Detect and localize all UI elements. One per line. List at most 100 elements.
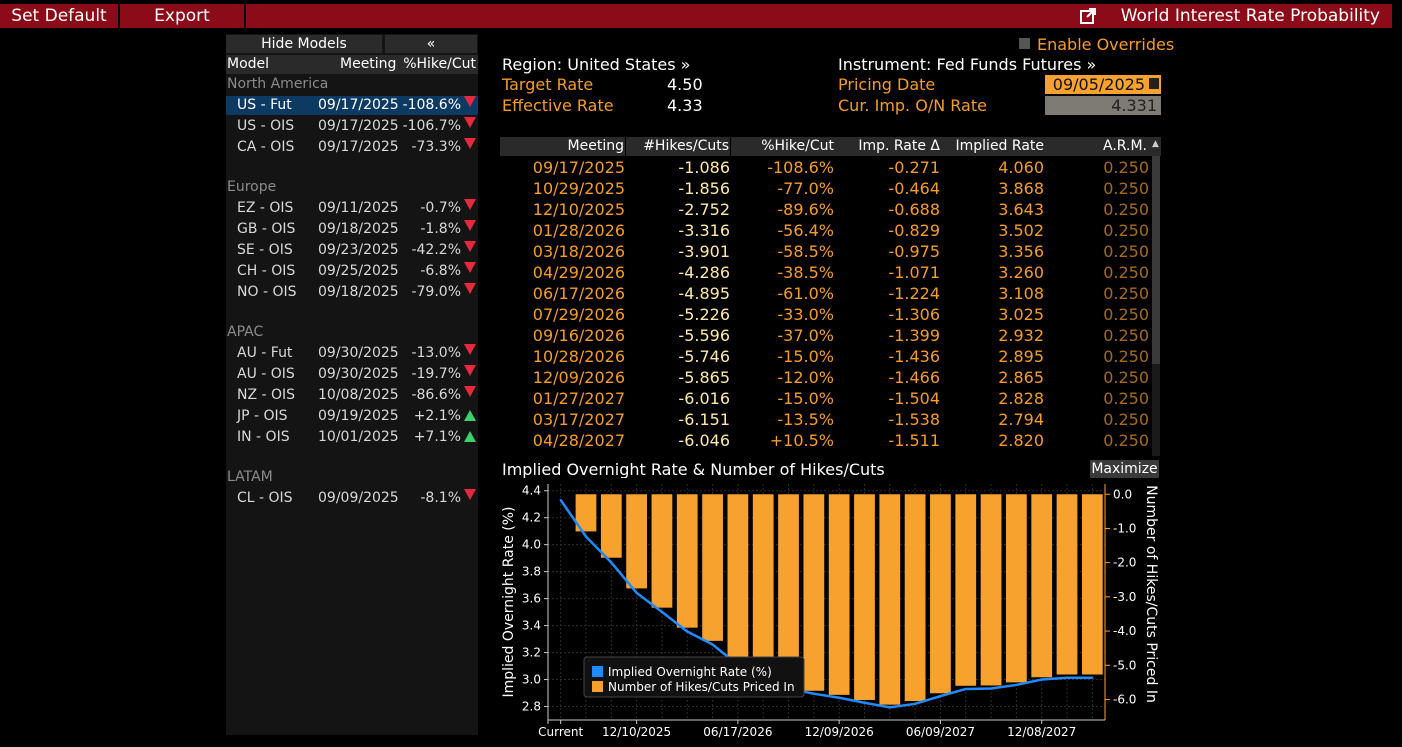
model-pct: +7.1%: [413, 429, 461, 445]
model-row[interactable]: CA - OIS 09/17/2025 -73.3%: [226, 138, 478, 157]
cell-imp-rate-delta: -1.399: [888, 326, 940, 345]
column-header-imp-rate-delta[interactable]: Imp. Rate Δ: [858, 138, 940, 154]
model-name: SE - OIS: [237, 242, 293, 258]
column-header-hikes-cuts[interactable]: #Hikes/Cuts: [643, 138, 729, 154]
table-row[interactable]: 01/28/2026 -3.316 -56.4% -0.829 3.502 0.250: [500, 220, 1152, 241]
enable-overrides-label[interactable]: Enable Overrides: [1037, 35, 1175, 54]
scrollbar-thumb[interactable]: [1152, 156, 1160, 364]
table-row[interactable]: 03/17/2027 -6.151 -13.5% -1.538 2.794 0.250: [500, 409, 1152, 430]
model-row[interactable]: NO - OIS 09/18/2025 -79.0%: [226, 283, 478, 302]
enable-overrides-checkbox[interactable]: [1019, 38, 1030, 49]
cell-imp-rate-delta: -1.538: [888, 410, 940, 429]
rate-point: [888, 706, 891, 709]
model-name: NZ - OIS: [237, 387, 296, 403]
scroll-up-icon[interactable]: ▲: [1152, 139, 1159, 149]
cell-pct-hike-cut: -37.0%: [777, 326, 834, 345]
maximize-button[interactable]: Maximize: [1090, 460, 1159, 478]
model-row[interactable]: US - Fut 09/17/2025 -108.6%: [226, 96, 478, 115]
table-row[interactable]: 12/09/2026 -5.865 -12.0% -1.466 2.865 0.250: [500, 367, 1152, 388]
cell-meeting: 10/28/2026: [532, 347, 625, 366]
table-scrollbar[interactable]: [1152, 156, 1160, 456]
collapse-panel-button[interactable]: «: [385, 35, 477, 53]
cell-meeting: 01/27/2027: [532, 389, 625, 408]
double-chevron-left-icon: «: [426, 36, 436, 52]
model-meeting: 09/30/2025: [318, 366, 399, 382]
column-header-arm[interactable]: A.R.M.: [1103, 138, 1147, 154]
cell-pct-hike-cut: -56.4%: [777, 221, 834, 240]
down-triangle-icon: [464, 220, 476, 231]
bar: [575, 494, 597, 532]
bar: [980, 494, 1002, 686]
cell-pct-hike-cut: -58.5%: [777, 242, 834, 261]
model-meeting: 10/01/2025: [318, 429, 399, 445]
model-row[interactable]: JP - OIS 09/19/2025 +2.1%: [226, 407, 478, 426]
column-header-model[interactable]: Model: [227, 56, 270, 72]
model-row[interactable]: EZ - OIS 09/11/2025 -0.7%: [226, 199, 478, 218]
cell-implied-rate: 3.025: [998, 305, 1044, 324]
rate-point: [863, 701, 866, 704]
down-triangle-icon: [464, 283, 476, 294]
table-row[interactable]: 03/18/2026 -3.901 -58.5% -0.975 3.356 0.250: [500, 241, 1152, 262]
table-row[interactable]: 06/17/2026 -4.895 -61.0% -1.224 3.108 0.250: [500, 283, 1152, 304]
toolbar-divider: [244, 4, 246, 28]
x-tick-label: 12/10/2025: [602, 725, 671, 739]
table-row[interactable]: 10/28/2026 -5.746 -15.0% -1.436 2.895 0.250: [500, 346, 1152, 367]
group-label: APAC: [227, 324, 264, 340]
model-row[interactable]: CH - OIS 09/25/2025 -6.8%: [226, 262, 478, 281]
external-link-icon[interactable]: [1080, 8, 1096, 24]
rate-line: [559, 499, 1093, 709]
set-default-button[interactable]: Set Default: [11, 6, 107, 26]
cell-meeting: 04/28/2027: [532, 431, 625, 450]
rate-point: [635, 591, 638, 594]
cell-hikes-cuts: -3.316: [678, 221, 730, 240]
export-button[interactable]: Export: [154, 6, 210, 26]
cell-imp-rate-delta: -1.306: [888, 305, 940, 324]
table-row[interactable]: 01/27/2027 -6.016 -15.0% -1.504 2.828 0.250: [500, 388, 1152, 409]
chart-title: Implied Overnight Rate & Number of Hikes…: [502, 460, 885, 479]
region-selector[interactable]: Region: United States »: [502, 55, 691, 74]
up-triangle-icon: [464, 431, 476, 442]
cell-hikes-cuts: -2.752: [678, 200, 730, 219]
model-row[interactable]: AU - Fut 09/30/2025 -13.0%: [226, 344, 478, 363]
down-triangle-icon: [464, 489, 476, 500]
column-header-pct-hike-cut[interactable]: %Hike/Cut: [403, 56, 476, 72]
group-label: LATAM: [227, 469, 273, 485]
column-header-pct-hike-cut[interactable]: %Hike/Cut: [761, 138, 834, 154]
x-tick-label: 12/08/2027: [1007, 725, 1076, 739]
column-header-meeting[interactable]: Meeting: [340, 56, 397, 72]
cell-implied-rate: 4.060: [998, 158, 1044, 177]
table-row[interactable]: 04/28/2027 -6.046 +10.5% -1.511 2.820 0.250: [500, 430, 1152, 451]
model-row[interactable]: GB - OIS 09/18/2025 -1.8%: [226, 220, 478, 239]
column-header-implied-rate[interactable]: Implied Rate: [955, 138, 1044, 154]
cell-imp-rate-delta: -0.271: [888, 158, 940, 177]
rate-point: [914, 702, 917, 705]
y-tick-label: 2.8: [522, 700, 541, 714]
model-row[interactable]: SE - OIS 09/23/2025 -42.2%: [226, 241, 478, 260]
hide-models-button[interactable]: Hide Models: [226, 35, 382, 53]
model-row[interactable]: US - OIS 09/17/2025 -106.7%: [226, 117, 478, 136]
bar: [828, 494, 850, 695]
cell-pct-hike-cut: -12.0%: [777, 368, 834, 387]
cell-pct-hike-cut: -108.6%: [767, 158, 834, 177]
model-row[interactable]: IN - OIS 10/01/2025 +7.1%: [226, 428, 478, 447]
model-row[interactable]: CL - OIS 09/09/2025 -8.1%: [226, 489, 478, 508]
model-row[interactable]: NZ - OIS 10/08/2025 -86.6%: [226, 386, 478, 405]
column-header-meeting[interactable]: Meeting: [567, 138, 624, 154]
calendar-icon[interactable]: [1149, 78, 1159, 89]
table-row[interactable]: 04/29/2026 -4.286 -38.5% -1.071 3.260 0.250: [500, 262, 1152, 283]
table-row[interactable]: 09/16/2026 -5.596 -37.0% -1.399 2.932 0.250: [500, 325, 1152, 346]
table-row[interactable]: 10/29/2025 -1.856 -77.0% -0.464 3.868 0.250: [500, 178, 1152, 199]
pricing-date-input[interactable]: 09/05/2025: [1045, 75, 1161, 94]
y-tick-label: 3.0: [522, 673, 541, 687]
table-row[interactable]: 12/10/2025 -2.752 -89.6% -0.688 3.643 0.250: [500, 199, 1152, 220]
instrument-selector[interactable]: Instrument: Fed Funds Futures »: [838, 55, 1097, 74]
bar: [904, 494, 926, 702]
cell-pct-hike-cut: -61.0%: [777, 284, 834, 303]
model-row[interactable]: AU - OIS 09/30/2025 -19.7%: [226, 365, 478, 384]
model-name: GB - OIS: [237, 221, 296, 237]
cell-meeting: 04/29/2026: [532, 263, 625, 282]
bar: [930, 494, 951, 694]
table-row[interactable]: 09/17/2025 -1.086 -108.6% -0.271 4.060 0.250: [500, 157, 1152, 178]
rate-point: [660, 610, 663, 613]
table-row[interactable]: 07/29/2026 -5.226 -33.0% -1.306 3.025 0.250: [500, 304, 1152, 325]
